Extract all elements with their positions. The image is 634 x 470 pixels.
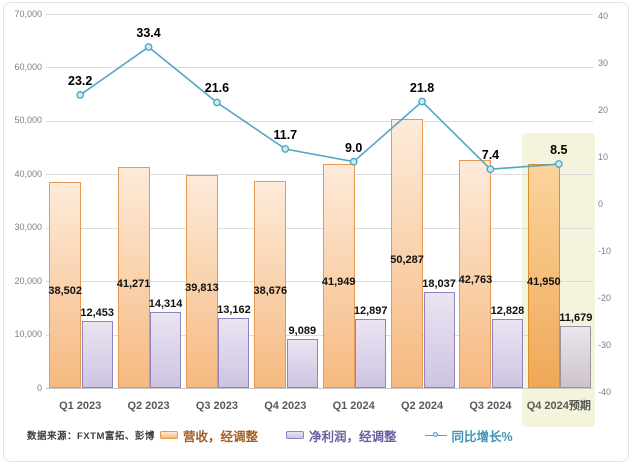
revenue-value-label: 42,763 xyxy=(458,273,493,286)
right-axis-tick-label: -30 xyxy=(598,339,612,350)
revenue-value-label: 41,271 xyxy=(116,277,151,290)
gridline xyxy=(46,120,593,122)
profit-bar xyxy=(423,291,455,388)
revenue-value-label: 50,287 xyxy=(390,253,424,266)
category-label: Q1 2024 xyxy=(332,400,375,412)
right-axis-tick-label: -20 xyxy=(598,292,612,303)
profit-bar xyxy=(491,319,523,388)
gridline xyxy=(46,388,593,389)
right-axis-tick-label: 0 xyxy=(598,198,604,209)
growth-value-label: 7.4 xyxy=(481,148,500,163)
revenue-bar xyxy=(527,163,560,388)
growth-line-swatch-icon xyxy=(424,430,447,440)
profit-value-label: 14,314 xyxy=(148,297,183,310)
profit-value-label: 13,162 xyxy=(217,303,251,316)
profit-value-label: 11,679 xyxy=(559,311,593,324)
revenue-value-label: 41,950 xyxy=(526,275,561,288)
profit-value-label: 18,037 xyxy=(422,277,456,290)
revenue-swatch-icon xyxy=(160,431,178,439)
profit-value-label: 9,089 xyxy=(288,325,317,338)
category-label: Q4 2023 xyxy=(264,400,307,412)
y-axis-tick-label: 60,000 xyxy=(14,61,42,72)
profit-bar xyxy=(218,317,250,388)
growth-value-label: 23.2 xyxy=(68,73,93,88)
growth-value-label: 21.8 xyxy=(409,80,435,95)
revenue-value-label: 38,502 xyxy=(48,285,83,298)
gridline xyxy=(46,281,593,283)
growth-value-label: 21.6 xyxy=(204,81,230,96)
profit-bar xyxy=(81,321,113,388)
legend-item-revenue: 营收，经调整 xyxy=(160,426,258,445)
revenue-bar xyxy=(254,181,287,388)
profit-bar xyxy=(560,325,592,388)
profit-swatch-icon xyxy=(286,431,305,439)
growth-value-label: 9.0 xyxy=(344,140,363,155)
y-axis-tick-label: 40,000 xyxy=(14,168,42,179)
y-axis-tick-label: 20,000 xyxy=(14,275,42,286)
gridline xyxy=(46,227,593,229)
profit-bar xyxy=(355,319,387,388)
revenue-value-label: 38,676 xyxy=(253,284,288,297)
category-label: Q3 2024 xyxy=(469,400,512,412)
gridline xyxy=(46,174,593,176)
right-axis-tick-label: 20 xyxy=(598,104,609,115)
y-axis-tick-label: 50,000 xyxy=(14,115,42,126)
legend-label-growth: 同比增长% xyxy=(451,429,513,444)
right-axis-tick-label: 40 xyxy=(598,10,609,21)
profit-value-label: 12,828 xyxy=(490,305,525,318)
growth-value-label: 33.4 xyxy=(136,26,161,41)
profit-bar xyxy=(286,339,318,388)
right-axis-tick-label: 30 xyxy=(598,57,609,68)
growth-value-label: 8.5 xyxy=(550,143,568,158)
category-label: Q1 2023 xyxy=(59,400,102,412)
profit-value-label: 12,453 xyxy=(80,307,115,320)
source-note: 数据来源：FXTM富拓、彭博 xyxy=(27,431,155,442)
gridline xyxy=(46,334,593,336)
legend: 营收，经调整 净利润，经调整 同比增长% xyxy=(160,423,513,447)
right-axis-tick-label: -40 xyxy=(598,386,612,397)
legend-item-profit: 净利润，经调整 xyxy=(286,426,397,445)
revenue-value-label: 39,813 xyxy=(185,281,219,294)
chart-footer: 数据来源：FXTM富拓、彭博 营收，经调整 净利润，经调整 同比增长% xyxy=(0,423,634,447)
y-axis-tick-label: 70,000 xyxy=(14,8,42,19)
revenue-bar xyxy=(117,167,150,388)
y-axis-tick-label: 0 xyxy=(36,382,42,393)
revenue-bar xyxy=(49,182,82,388)
revenue-bar xyxy=(459,159,492,388)
category-label: Q3 2023 xyxy=(195,400,239,412)
gridline xyxy=(46,14,593,15)
legend-label-revenue: 营收，经调整 xyxy=(183,429,259,444)
legend-label-profit: 净利润，经调整 xyxy=(309,429,397,444)
growth-value-label: 11.7 xyxy=(273,128,298,142)
right-axis-tick-label: 10 xyxy=(598,151,609,162)
y-axis-tick-label: 30,000 xyxy=(14,222,42,233)
gridline xyxy=(46,67,593,69)
right-axis-tick-label: -10 xyxy=(598,245,612,256)
revenue-bar xyxy=(185,175,218,388)
y-axis-tick-label: 10,000 xyxy=(14,329,42,340)
category-label: Q4 2024预期 xyxy=(526,400,591,412)
legend-item-growth: 同比增长% xyxy=(424,426,513,445)
category-label: Q2 2024 xyxy=(400,400,444,412)
profit-value-label: 12,897 xyxy=(353,305,388,318)
profit-bar xyxy=(150,311,182,388)
category-label: Q2 2023 xyxy=(127,400,170,412)
revenue-value-label: 41,949 xyxy=(321,275,356,288)
